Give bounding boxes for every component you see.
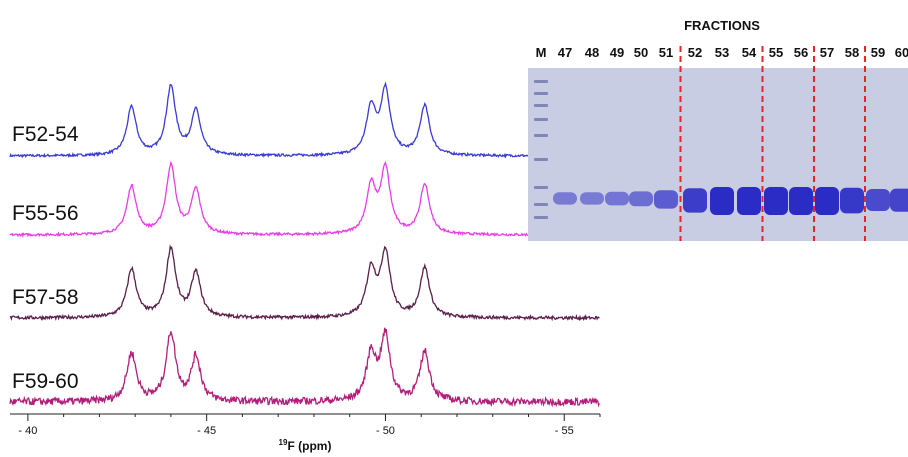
protein-band-54	[737, 187, 761, 215]
protein-band-57	[815, 187, 839, 215]
x-axis-ticks: - 40 - 45 - 50 - 55	[18, 414, 601, 437]
protein-band-50	[629, 191, 653, 207]
tick-label: - 40	[18, 425, 37, 437]
trace-label-F57-58: F57-58	[12, 286, 79, 309]
protein-band-56	[789, 187, 813, 215]
protein-band-49	[605, 191, 629, 206]
lane-label-51: 51	[659, 45, 673, 60]
lane-label-53: 53	[715, 45, 729, 60]
spectrum-trace-F59-60	[9, 327, 600, 408]
marker-band	[534, 118, 548, 121]
tick-label: - 50	[376, 425, 395, 437]
protein-band-48	[580, 192, 604, 205]
marker-band	[534, 203, 548, 206]
lane-label-60: 60	[895, 45, 908, 60]
marker-band	[534, 80, 548, 83]
marker-band	[534, 134, 548, 137]
axis-title-sup: 19	[279, 438, 288, 447]
protein-band-58	[840, 187, 864, 214]
protein-band-47	[553, 192, 577, 205]
marker-lane-label: M	[536, 45, 547, 60]
lane-label-48: 48	[585, 45, 599, 60]
protein-band-52	[683, 188, 707, 213]
lane-label-49: 49	[610, 45, 624, 60]
marker-band	[534, 158, 548, 161]
marker-band	[534, 92, 548, 95]
lane-label-54: 54	[742, 45, 757, 60]
protein-band-51	[654, 190, 678, 209]
lane-label-56: 56	[794, 45, 808, 60]
trace-label-F55-56: F55-56	[12, 202, 79, 225]
protein-band-60	[890, 188, 908, 212]
lane-label-50: 50	[634, 45, 648, 60]
sds-page-gel-panel: FRACTIONS M 47 48 49 50 51 52 53 54 55 56 57 58 59 60	[528, 18, 908, 241]
protein-band-55	[764, 187, 788, 215]
lane-label-57: 57	[820, 45, 834, 60]
spectrum-trace-F52-54	[9, 81, 535, 159]
tick-label: - 45	[197, 425, 216, 437]
lane-label-58: 58	[845, 45, 859, 60]
trace-label-F52-54: F52-54	[12, 123, 79, 146]
protein-band-59	[866, 189, 890, 211]
lane-label-55: 55	[769, 45, 783, 60]
nmr-spectra-panel: F52-54 F55-56 F57-58 F59-60	[9, 81, 600, 408]
ppm-axis: - 40 - 45 - 50 - 55 19F (ppm)	[10, 413, 601, 453]
lane-label-47: 47	[558, 45, 572, 60]
spectrum-trace-F55-56	[9, 160, 535, 239]
x-axis-title: 19F (ppm)	[279, 438, 332, 453]
gel-title: FRACTIONS	[684, 18, 760, 33]
axis-title-main: F (ppm)	[287, 439, 331, 453]
marker-band	[534, 186, 548, 189]
trace-label-F59-60: F59-60	[12, 370, 79, 393]
spectrum-trace-F57-58	[9, 244, 600, 322]
protein-band-53	[710, 187, 734, 215]
marker-band	[534, 216, 548, 219]
tick-label: - 55	[555, 425, 574, 437]
gel-background	[528, 68, 908, 241]
lane-label-59: 59	[871, 45, 885, 60]
marker-band	[534, 104, 548, 107]
lane-label-52: 52	[688, 45, 702, 60]
